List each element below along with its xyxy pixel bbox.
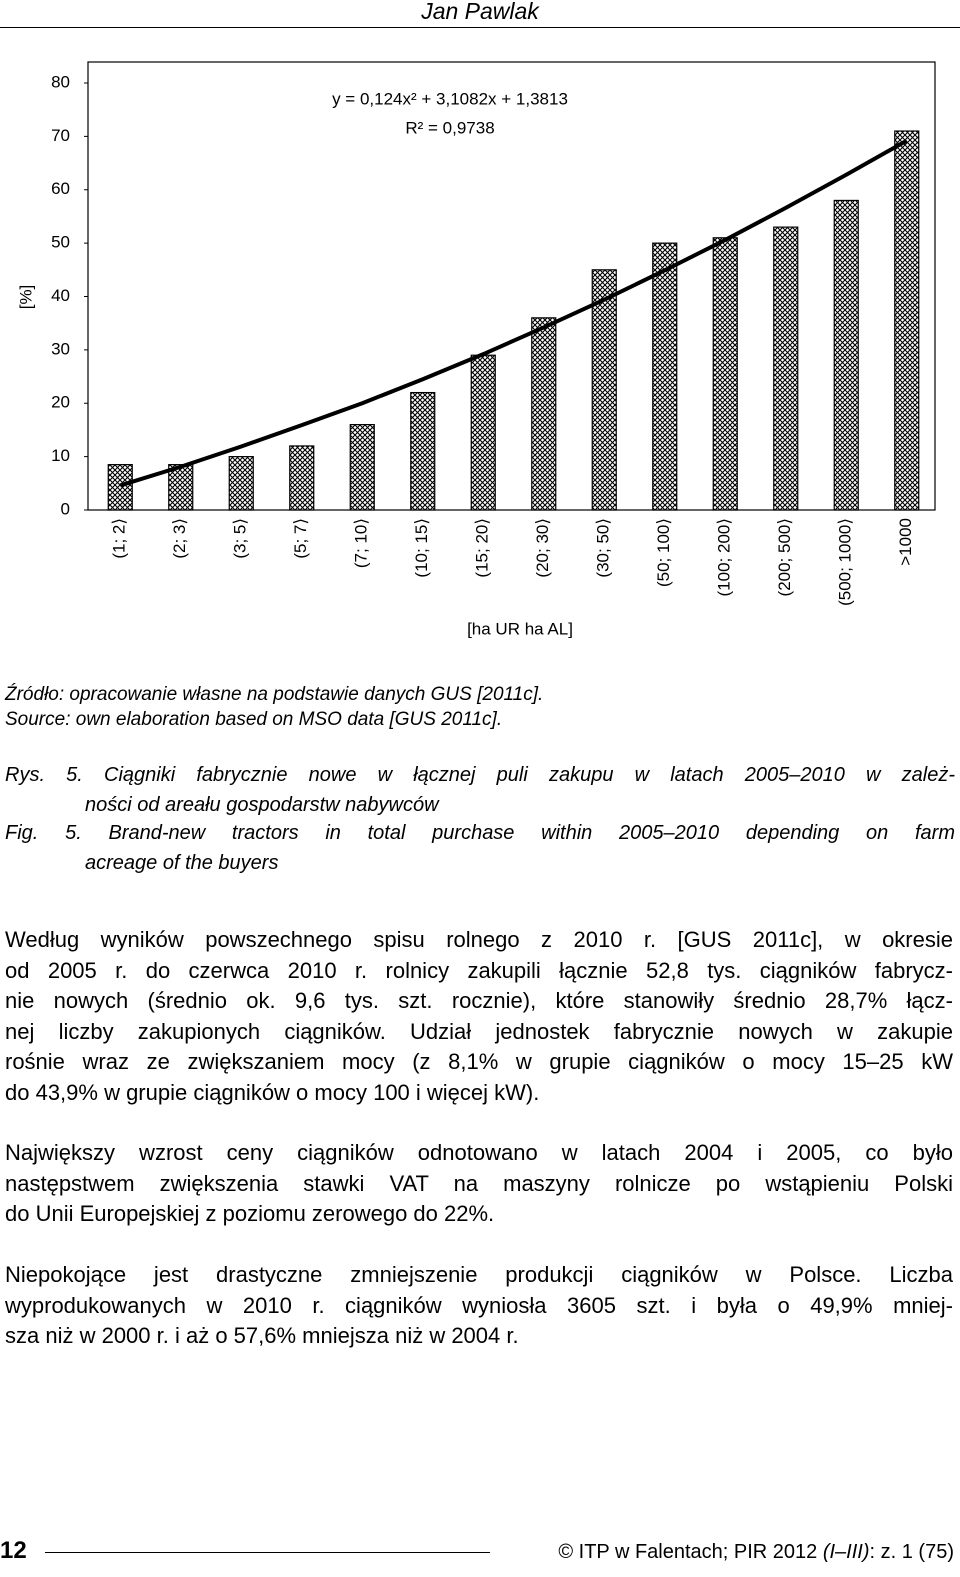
text-line: acreage of the buyers [85, 852, 279, 874]
text-line: Niepokojące jest drastyczne zmniejszenie… [5, 1262, 953, 1287]
trend-equation: y = 0,124x² + 3,1082x + 1,3813 [332, 89, 568, 108]
x-axis-title: [ha UR ha AL] [467, 619, 573, 638]
bar [773, 226, 799, 511]
bar [894, 130, 920, 511]
text-line: nej liczby zakupionych ciągników. Udział… [5, 1018, 953, 1044]
journal-text: : z. 1 (75) [869, 1541, 954, 1563]
bar [470, 354, 496, 511]
y-tick-label: 60 [51, 179, 70, 198]
text-line: do 43,9% w grupie ciągników o mocy 100 i… [5, 1079, 540, 1105]
y-tick-label: 10 [51, 446, 70, 465]
text-line: Źródło: opracowanie własne na podstawie … [5, 684, 544, 705]
x-tick-label: (2; 3⟩ [170, 518, 189, 559]
bar [833, 199, 859, 511]
bar [591, 269, 617, 511]
bar [652, 242, 678, 511]
footer-journal: © ITP w Falentach; PIR 2012 (I–III): z. … [558, 1537, 954, 1567]
x-tick-label: (5; 7⟩ [291, 518, 310, 559]
x-tick-label: (200; 500⟩ [775, 518, 794, 596]
y-tick-label: 20 [51, 393, 70, 412]
text-line: do Unii Europejskiej z poziomu zerowego … [5, 1201, 495, 1226]
text-line: od 2005 r. do czerwca 2010 r. rolnicy za… [5, 957, 953, 983]
x-tick-label: (500; 1000⟩ [836, 518, 855, 606]
bar [712, 237, 738, 511]
journal-text: © ITP w Falentach; PIR 2012 [558, 1541, 823, 1563]
y-axis-title: [%] [16, 285, 35, 310]
x-tick-label: (15; 20⟩ [473, 518, 492, 578]
x-tick-label: (7; 10⟩ [352, 518, 371, 568]
bar [349, 424, 375, 511]
text-line: Source: own elaboration based on MSO dat… [5, 709, 503, 730]
x-tick-label: (50; 100⟩ [654, 518, 673, 587]
header-rule [0, 27, 960, 28]
y-tick-label: 0 [61, 499, 70, 518]
page-number: 12 [0, 1537, 27, 1564]
x-tick-label: (3; 5⟩ [231, 518, 250, 559]
trend-line [119, 138, 908, 488]
text-line: nie nowych (średnio ok. 9,6 tys. szt. ro… [5, 988, 953, 1013]
text-line: Rys. 5. Ciągniki fabrycznie nowe w łączn… [5, 764, 955, 786]
text-line: Fig. 5. Brand-new tractors in total purc… [5, 822, 955, 844]
plot-frame [87, 61, 936, 511]
running-header: Jan Pawlak [421, 0, 539, 24]
y-tick-label: 50 [51, 233, 70, 252]
text-line: rośnie wraz ze zwiększaniem mocy (z 8,1%… [5, 1049, 953, 1074]
y-tick-label: 30 [51, 339, 70, 358]
journal-text: (I–III) [822, 1541, 870, 1563]
x-tick-label: (10; 15⟩ [412, 518, 431, 578]
bar [410, 391, 436, 511]
text-line: ności od areału gospodarstw nabywców [85, 794, 439, 816]
chart: [%] [ha UR ha AL] y = 0,124x² + 3,1082x … [16, 61, 936, 638]
bar [168, 464, 194, 511]
bar [107, 464, 133, 511]
text-line: wyprodukowanych w 2010 r. ciągników wyni… [5, 1292, 953, 1318]
text-line: sza niż w 2000 r. i aż o 57,6% mniejsza … [5, 1323, 519, 1348]
bar [228, 456, 254, 511]
y-tick-label: 40 [51, 286, 70, 305]
x-tick-label: (1; 2⟩ [110, 518, 129, 559]
text-line: następstwem zwiększenia stawki VAT na ma… [5, 1170, 953, 1196]
x-tick-label: >1000 [896, 518, 915, 566]
footer-rule [45, 1552, 490, 1553]
y-tick-label: 70 [51, 126, 70, 145]
text-line: Największy wzrost ceny ciągników odnotow… [5, 1140, 953, 1165]
x-tick-label: (30; 50⟩ [594, 518, 613, 578]
x-tick-label: (100; 200⟩ [715, 518, 734, 596]
bar [289, 445, 315, 511]
r-squared: R² = 0,9738 [405, 118, 494, 137]
x-tick-label: (20; 30⟩ [533, 518, 552, 578]
text-line: Według wyników powszechnego spisu rolneg… [5, 927, 953, 952]
y-tick-label: 80 [51, 72, 70, 91]
bar [531, 317, 557, 511]
